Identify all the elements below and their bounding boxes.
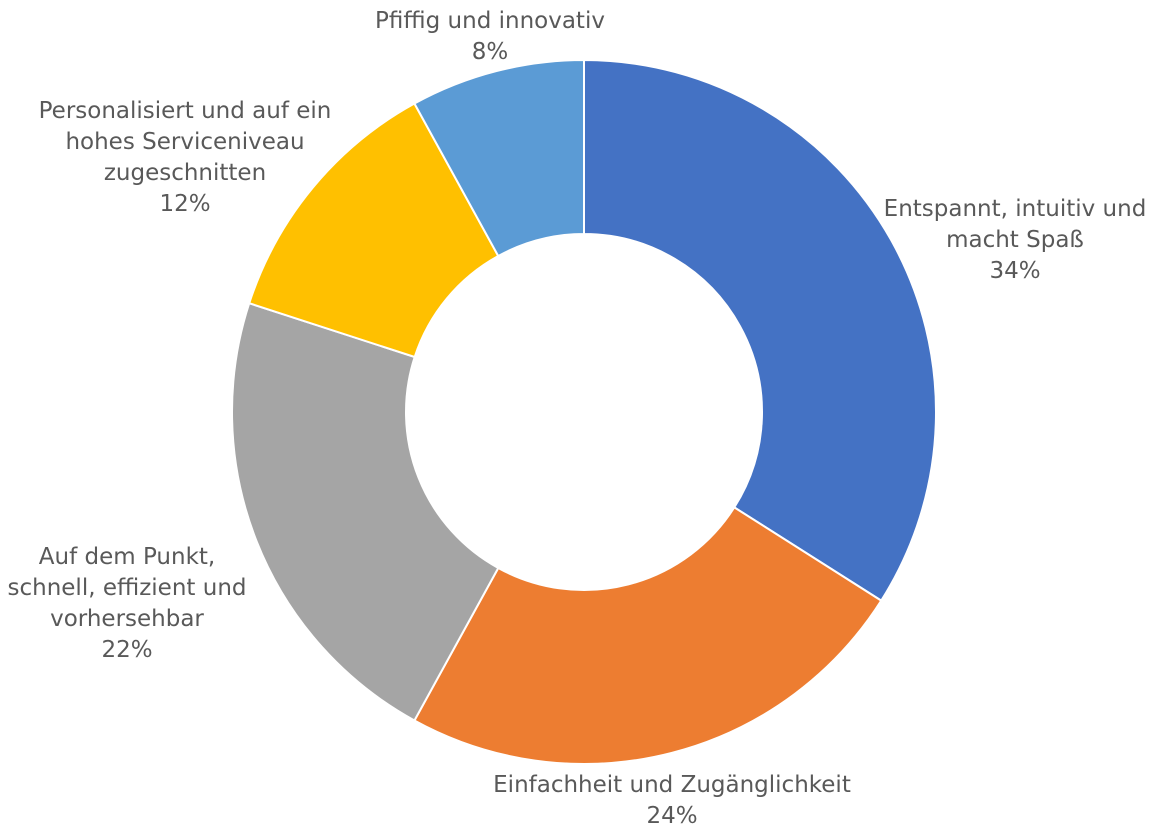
slice-3 [231, 301, 500, 722]
slice-category-label: schnell, effizient und [8, 575, 247, 601]
slice-1 [583, 58, 937, 602]
slice-label-1: Entspannt, intuitiv und macht Spaß 34% [884, 196, 1147, 284]
slice-value-label: 8% [472, 39, 509, 65]
chart-slices [231, 58, 937, 765]
slice-category-label: vorhersehbar [50, 606, 204, 632]
slice-label-5: Pfiffig und innovativ 8% [375, 8, 605, 65]
chart-labels: Entspannt, intuitiv und macht Spaß 34% Einf… [8, 8, 1147, 829]
slice-category-label: Entspannt, intuitiv und [884, 196, 1147, 222]
slice-category-label: Pfiffig und innovativ [375, 8, 605, 34]
slice-category-label: Auf dem Punkt, [39, 544, 215, 570]
slice-label-4: Personalisiert und auf ein hohes Servicen… [39, 98, 332, 217]
slice-category-label: Personalisiert und auf ein [39, 98, 332, 124]
slice-value-label: 22% [101, 637, 152, 663]
slice-value-label: 12% [159, 191, 210, 217]
slice-label-2: Einfachheit und Zugänglichkeit 24% [493, 772, 851, 829]
slice-label-3: Auf dem Punkt, schnell, effizient und vorh… [8, 544, 247, 663]
slice-category-label: hohes Serviceniveau [65, 129, 304, 155]
slice-category-label: macht Spaß [946, 227, 1084, 253]
slice-category-label: Einfachheit und Zugänglichkeit [493, 772, 851, 798]
slice-value-label: 24% [646, 803, 697, 829]
slice-value-label: 34% [989, 258, 1040, 284]
slice-2 [413, 505, 883, 765]
slice-category-label: zugeschnitten [104, 160, 266, 186]
slice-5 [413, 58, 585, 258]
